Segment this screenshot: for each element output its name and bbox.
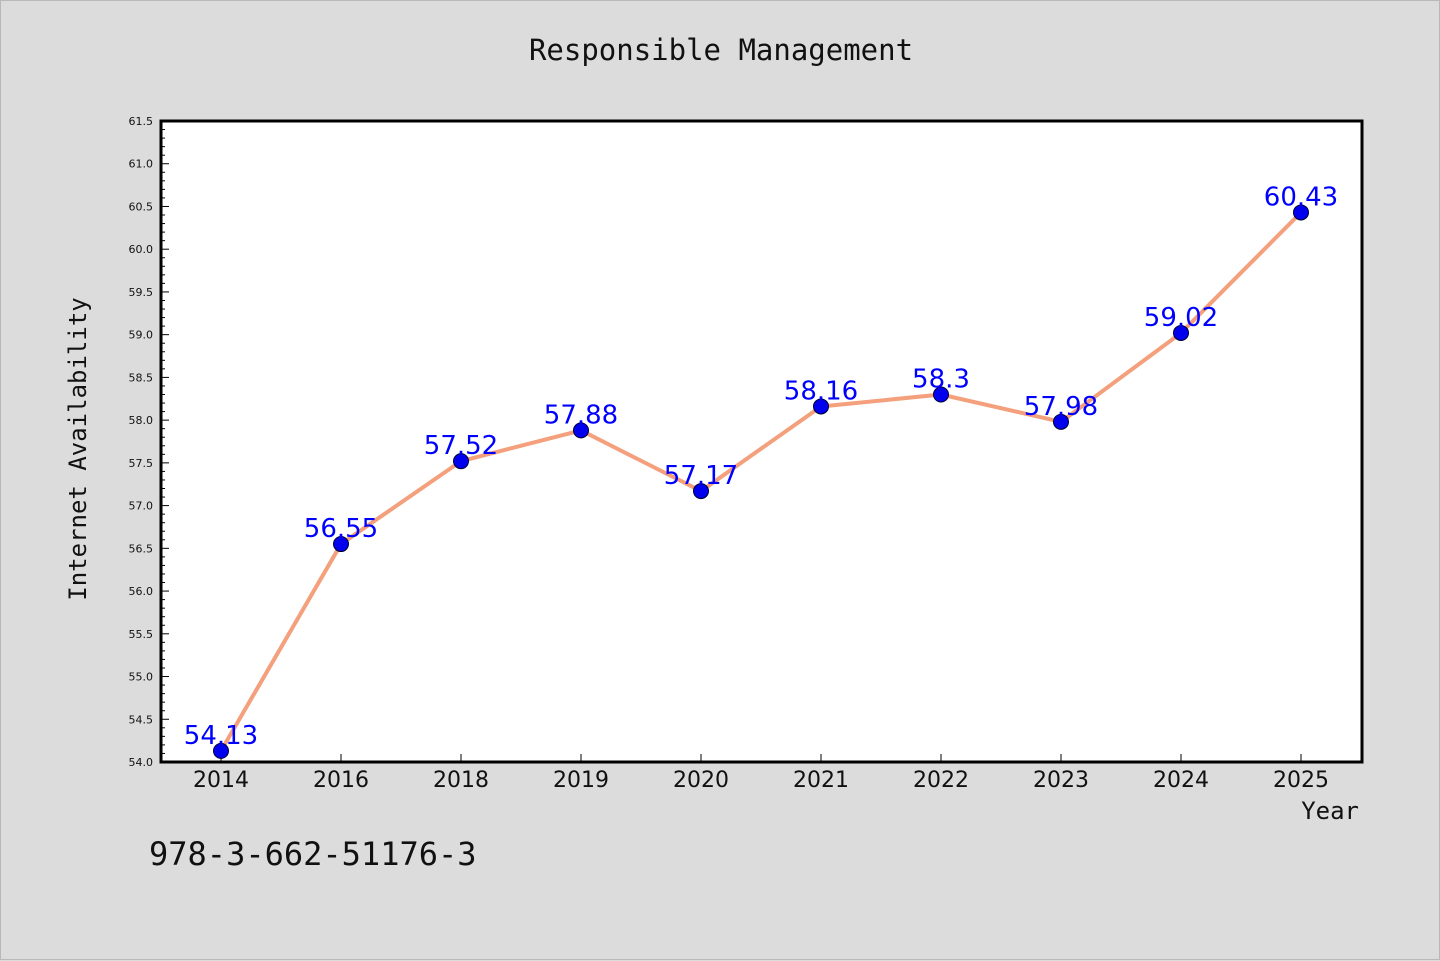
x-tick-label: 2022 — [913, 768, 969, 793]
chart-title: Responsible Management — [528, 33, 914, 67]
y-tick-label: 55.5 — [129, 628, 154, 641]
data-label: 57.52 — [424, 431, 498, 461]
x-tick-label: 2025 — [1273, 768, 1329, 793]
data-label: 57.17 — [664, 461, 738, 491]
x-axis-label: Year — [1301, 797, 1359, 825]
y-tick-label: 54.0 — [129, 756, 154, 769]
x-tick-label: 2016 — [313, 768, 369, 793]
data-point-marker — [1293, 204, 1309, 221]
y-axis-label: Internet Availability — [64, 297, 92, 601]
data-label: 58.16 — [784, 376, 858, 406]
plot-area — [161, 121, 1362, 762]
y-tick-label: 56.0 — [129, 585, 154, 598]
data-point-marker — [1053, 413, 1069, 430]
y-tick-label: 61.0 — [129, 158, 154, 171]
y-tick-label: 57.0 — [129, 500, 154, 513]
y-tick-label: 58.0 — [129, 414, 154, 427]
data-label: 57.98 — [1024, 392, 1098, 422]
x-tick-label: 2021 — [793, 768, 849, 793]
y-tick-label: 54.5 — [129, 713, 154, 726]
data-point-marker — [213, 742, 229, 759]
data-point-marker — [813, 398, 829, 415]
data-point-marker — [693, 483, 709, 500]
data-label: 59.02 — [1144, 303, 1218, 333]
y-tick-label: 56.5 — [129, 542, 154, 555]
data-label: 56.55 — [304, 514, 378, 544]
x-tick-label: 2020 — [673, 768, 729, 793]
y-tick-label: 61.5 — [129, 115, 154, 128]
y-tick-label: 55.0 — [129, 671, 154, 684]
y-tick-label: 59.5 — [129, 286, 154, 299]
x-tick-label: 2014 — [193, 768, 249, 793]
data-point-marker — [1173, 324, 1189, 341]
data-point-marker — [573, 422, 589, 439]
y-tick-label: 59.0 — [129, 329, 154, 342]
isbn-footer-text: 978-3-662-51176-3 — [149, 835, 477, 873]
x-tick-label: 2024 — [1153, 768, 1209, 793]
x-tick-label: 2018 — [433, 768, 489, 793]
data-label: 58.3 — [912, 364, 970, 394]
data-point-marker — [453, 453, 469, 470]
data-label: 57.88 — [544, 400, 618, 430]
x-tick-label: 2023 — [1033, 768, 1089, 793]
data-label: 60.43 — [1264, 182, 1338, 212]
data-point-marker — [333, 536, 349, 553]
data-label: 54.13 — [184, 721, 258, 751]
y-tick-label: 60.0 — [129, 243, 154, 256]
y-tick-label: 60.5 — [129, 200, 154, 213]
y-tick-label: 57.5 — [129, 457, 154, 470]
y-tick-label: 58.5 — [129, 371, 154, 384]
x-tick-label: 2019 — [553, 768, 609, 793]
plot-frame — [159, 119, 1364, 764]
series-line — [219, 210, 1303, 753]
data-point-marker — [933, 386, 949, 403]
